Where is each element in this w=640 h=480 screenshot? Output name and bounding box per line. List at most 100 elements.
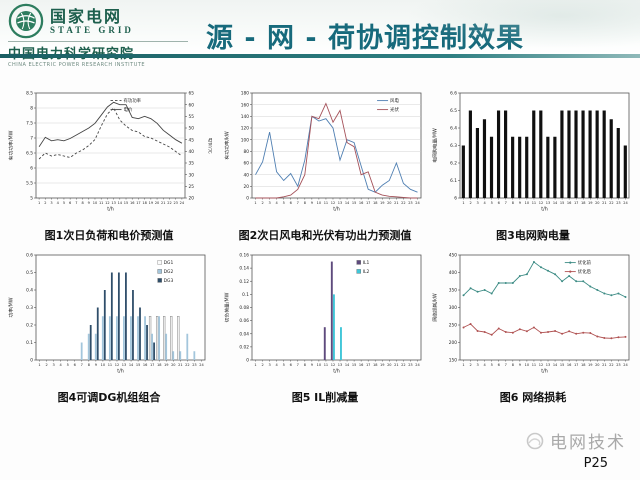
svg-text:11: 11: [532, 363, 536, 367]
svg-text:35: 35: [189, 161, 195, 167]
svg-text:12: 12: [539, 201, 543, 205]
svg-text:0.1: 0.1: [242, 292, 249, 298]
svg-text:17: 17: [574, 201, 578, 205]
svg-text:DG1: DG1: [164, 260, 174, 266]
svg-text:6: 6: [498, 201, 500, 205]
svg-text:24: 24: [180, 201, 185, 205]
svg-text:24: 24: [623, 201, 628, 205]
journal-name: 电网技术: [550, 433, 626, 453]
svg-text:13: 13: [111, 201, 115, 205]
state-grid-emblem-icon: [8, 3, 44, 39]
svg-text:优化前: 优化前: [578, 259, 592, 266]
figure-load-price: 5 5.5 6 6.5 7 7.5 8 8.5 20 25 30 35 40 45 50 55 60 65 1 2 3 4…: [6, 86, 213, 243]
svg-text:18: 18: [142, 201, 146, 205]
il-reduction-chart: 00.020.040.060.080.10.120.140.161 2 3 4 5 6 7 8…: [224, 253, 422, 375]
svg-text:3: 3: [476, 363, 478, 367]
title-underline-bar: [0, 54, 640, 58]
svg-text:7: 7: [505, 363, 507, 367]
svg-text:18: 18: [581, 363, 585, 367]
figure-caption: 图1次日负荷和电价预测值: [44, 229, 174, 242]
svg-text:7: 7: [81, 363, 83, 367]
svg-text:20: 20: [244, 184, 250, 190]
svg-text:0.12: 0.12: [239, 279, 249, 285]
figure-grid-purchase: 6 6.1 6.2 6.3 6.4 6.5 6.6 1 2 3 4 5 6 7 8 9 10 11 12 13 14 15…: [430, 86, 636, 243]
svg-text:8: 8: [512, 201, 514, 205]
svg-text:21: 21: [602, 201, 606, 205]
svg-text:23: 23: [192, 363, 196, 367]
svg-text:150: 150: [449, 358, 457, 364]
svg-text:14: 14: [345, 363, 350, 367]
svg-text:6.5: 6.5: [450, 108, 457, 114]
svg-text:15: 15: [352, 201, 356, 205]
svg-text:10: 10: [317, 201, 321, 205]
svg-text:20: 20: [171, 363, 175, 367]
svg-text:6: 6: [69, 201, 71, 205]
svg-text:16: 16: [567, 363, 571, 367]
svg-text:160: 160: [241, 102, 249, 108]
svg-text:9: 9: [311, 363, 313, 367]
svg-text:19: 19: [164, 363, 168, 367]
svg-text:IL2: IL2: [363, 269, 370, 275]
svg-text:3: 3: [52, 363, 54, 367]
svg-text:450: 450: [449, 253, 457, 259]
svg-text:14: 14: [129, 363, 134, 367]
svg-text:8: 8: [81, 201, 83, 205]
svg-text:5: 5: [283, 363, 285, 367]
svg-text:9: 9: [311, 201, 313, 205]
svg-text:14: 14: [553, 363, 558, 367]
svg-text:16: 16: [143, 363, 147, 367]
svg-text:18: 18: [373, 363, 377, 367]
svg-text:40: 40: [189, 149, 195, 155]
svg-text:200: 200: [449, 340, 457, 346]
svg-text:18: 18: [581, 201, 585, 205]
figure-caption: 图5 IL削减量: [291, 391, 359, 404]
svg-text:6.6: 6.6: [450, 91, 457, 97]
svg-text:6: 6: [498, 363, 500, 367]
figure-dg-units: 0 0.1 0.2 0.3 0.4 0.5 0.6 1 2 3 4 5 6 7 8 9 10 11 12 13 14 15…: [6, 248, 212, 405]
figure-il-reduction: 0 0.02 0.04 0.06 0.08 0.1 0.12 0.14 0.16 1 2 3 4 5 6 7 8…: [222, 248, 428, 405]
svg-text:120: 120: [241, 126, 249, 132]
svg-text:22: 22: [167, 201, 171, 205]
svg-text:DG2: DG2: [164, 269, 174, 275]
svg-text:21: 21: [394, 363, 398, 367]
svg-text:6: 6: [454, 196, 457, 202]
svg-text:11: 11: [99, 201, 103, 205]
svg-text:15: 15: [560, 363, 564, 367]
svg-text:8: 8: [304, 363, 306, 367]
svg-text:2: 2: [45, 363, 47, 367]
svg-text:6: 6: [30, 166, 33, 172]
svg-text:9: 9: [88, 201, 90, 205]
svg-text:7: 7: [75, 201, 77, 205]
institute-english: CHINA ELECTRIC POWER RESEARCH INSTITUTE: [8, 62, 146, 68]
svg-text:15: 15: [560, 201, 564, 205]
svg-text:65: 65: [189, 91, 195, 97]
svg-text:0.04: 0.04: [239, 331, 249, 337]
svg-text:0.14: 0.14: [239, 266, 249, 272]
svg-text:22: 22: [185, 363, 189, 367]
svg-text:20: 20: [595, 363, 599, 367]
svg-text:5.5: 5.5: [26, 181, 33, 187]
svg-text:7: 7: [505, 201, 507, 205]
svg-text:8.5: 8.5: [26, 91, 33, 97]
journal-logo-icon: [526, 432, 544, 449]
figure-network-loss: 150 200 250 300 350 400 450 1 2 3 4 5 6 7 8 9 10 11 12 13 14…: [430, 248, 636, 405]
svg-text:电价: 电价: [124, 106, 133, 113]
svg-text:0: 0: [246, 196, 249, 202]
svg-text:4: 4: [60, 363, 63, 367]
svg-text:14: 14: [345, 201, 350, 205]
svg-text:55: 55: [189, 114, 195, 120]
svg-text:有功功率/MW: 有功功率/MW: [8, 130, 15, 160]
svg-text:0: 0: [246, 358, 249, 364]
svg-text:19: 19: [380, 363, 384, 367]
grid-purchase-chart: 66.16.26.36.46.56.61 2 3 4 5 6 7 8 9 10 11 12 13 14 15…: [432, 91, 630, 213]
svg-text:网络损耗/kW: 网络损耗/kW: [432, 293, 439, 322]
svg-text:t/h: t/h: [333, 207, 340, 213]
svg-text:17: 17: [150, 363, 154, 367]
svg-text:22: 22: [609, 201, 613, 205]
svg-text:3: 3: [50, 201, 52, 205]
svg-text:23: 23: [173, 201, 177, 205]
svg-text:16: 16: [567, 201, 571, 205]
svg-text:1: 1: [462, 201, 464, 205]
